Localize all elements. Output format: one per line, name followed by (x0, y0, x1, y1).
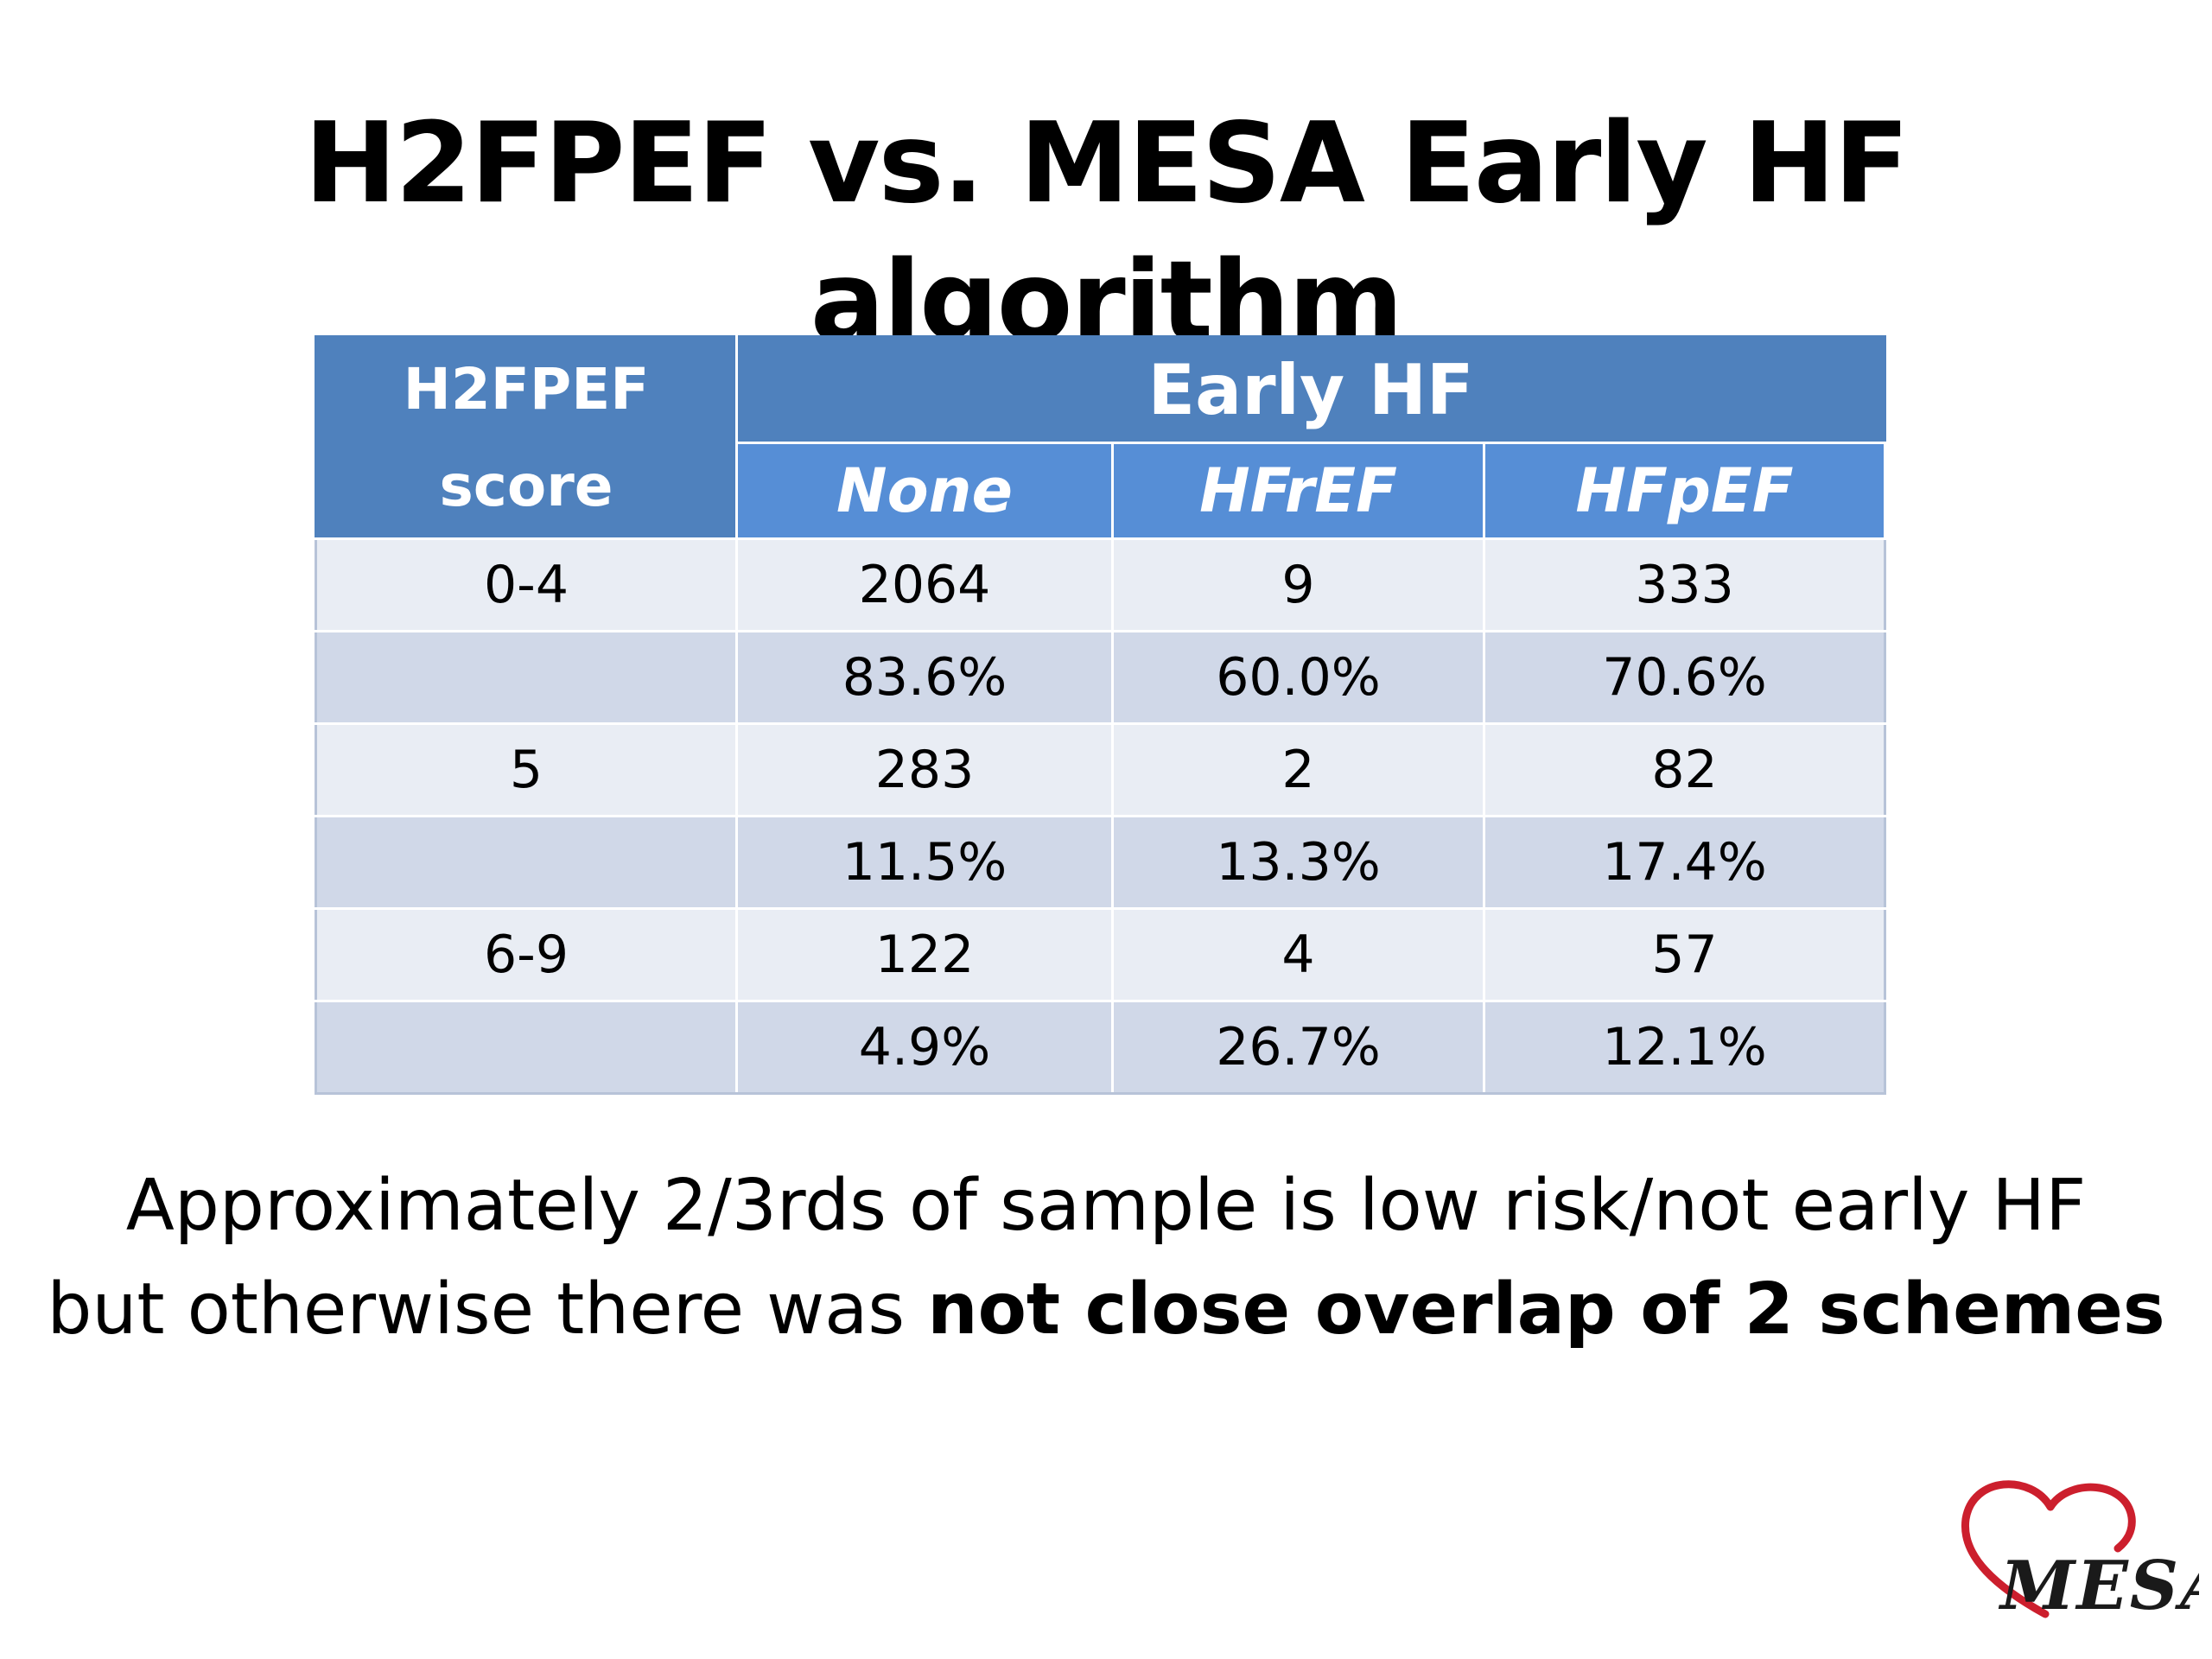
hfref-header: HFrEF (1111, 442, 1485, 540)
none-header: None (735, 442, 1114, 540)
score-cell: 5 (315, 722, 738, 817)
caption-line1: Approximately 2/3rds of sample is low ri… (125, 1165, 2087, 1247)
hfref-cell: 9 (1111, 537, 1485, 632)
hfpef-cell: 17.4% (1483, 815, 1886, 910)
none-cell: 283 (735, 722, 1114, 817)
hfpef-cell: 12.1% (1483, 1000, 1886, 1095)
hfpef-cell: 82 (1483, 722, 1886, 817)
hfpef-header: HFpEF (1483, 442, 1886, 540)
score-cell: 6-9 (315, 907, 738, 1002)
score-header: H2FPEF score (315, 335, 738, 540)
caption-line2-bold: not close overlap of 2 schemes (927, 1268, 2165, 1351)
score-header-line2: score (439, 452, 613, 519)
hfref-cell: 4 (1111, 907, 1485, 1002)
results-table: H2FPEF score Early HF None HFrEF HFpEF 0… (315, 335, 1886, 1095)
table-row: 11.5% 13.3% 17.4% (315, 815, 1886, 910)
hfpef-cell: 333 (1483, 537, 1886, 632)
none-cell: 122 (735, 907, 1114, 1002)
score-header-line1: H2FPEF (403, 355, 650, 423)
caption: Approximately 2/3rds of sample is low ri… (0, 1154, 2212, 1362)
table-row: 83.6% 60.0% 70.6% (315, 630, 1886, 725)
none-cell: 11.5% (735, 815, 1114, 910)
none-cell: 83.6% (735, 630, 1114, 725)
none-cell: 4.9% (735, 1000, 1114, 1095)
hfref-cell: 60.0% (1111, 630, 1485, 725)
hfref-cell: 26.7% (1111, 1000, 1485, 1095)
mesa-logo-graphic: MESA (1961, 1480, 2199, 1620)
heart-icon (1961, 1480, 2136, 1618)
early-hf-header: Early HF (735, 335, 1886, 444)
hfref-cell: 13.3% (1111, 815, 1485, 910)
caption-line2: but otherwise there was not close overla… (0, 1258, 2212, 1362)
hfpef-cell: 70.6% (1483, 630, 1886, 725)
score-cell: 0-4 (315, 537, 738, 632)
logo-text: MESA (1998, 1547, 2199, 1620)
slide-title: H2FPEF vs. MESA Early HF algorithm (304, 99, 1910, 366)
table-row: 5 283 2 82 (315, 722, 1886, 817)
hfref-cell: 2 (1111, 722, 1485, 817)
score-cell (315, 630, 738, 725)
table-row: 0-4 2064 9 333 (315, 537, 1886, 632)
mesa-logo: MESA (1948, 1469, 2199, 1620)
caption-line2-plain: but otherwise there was (47, 1268, 928, 1351)
hfpef-cell: 57 (1483, 907, 1886, 1002)
none-cell: 2064 (735, 537, 1114, 632)
table-row: 4.9% 26.7% 12.1% (315, 1000, 1886, 1095)
score-cell (315, 1000, 738, 1095)
score-cell (315, 815, 738, 910)
table-row: 6-9 122 4 57 (315, 907, 1886, 1002)
